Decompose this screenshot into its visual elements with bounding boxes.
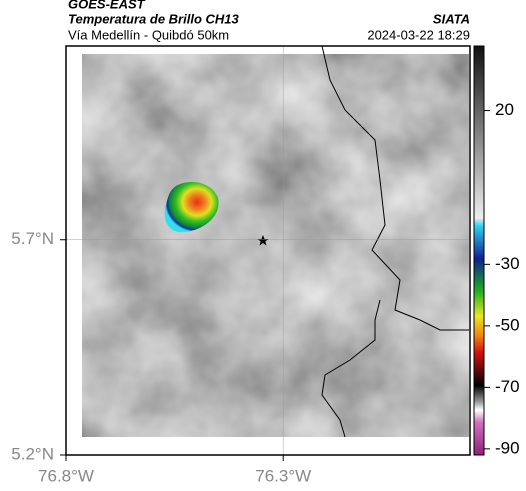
y-tick-label: 5.2°N [11, 444, 54, 463]
storm-cell [164, 182, 219, 233]
colorbar-tick-label: -50 [495, 315, 520, 334]
location-marker [257, 235, 269, 246]
colorbar [473, 45, 485, 456]
x-tick-label: 76.3°W [255, 466, 311, 485]
colorbar-tick-label: 20 [495, 100, 514, 119]
title: Temperatura de Brillo CH13 [68, 11, 240, 26]
colorbar-tick-label: -70 [495, 377, 520, 396]
x-tick-label: 76.8°W [38, 466, 94, 485]
satellite: GOES-EAST [68, 0, 146, 11]
subtitle: Vía Medellín - Quibdó 50km [68, 27, 229, 42]
source: SIATA [433, 11, 470, 26]
map-frame [65, 45, 471, 456]
border [321, 299, 381, 438]
map [82, 45, 469, 438]
colorbar-tick-label: -90 [495, 438, 520, 457]
border [321, 45, 469, 331]
datetime: 2024-03-22 18:29 [367, 27, 470, 42]
satellite-image [82, 54, 469, 437]
y-tick-label: 5.7°N [11, 229, 54, 248]
colorbar-tick-label: -30 [495, 254, 520, 273]
